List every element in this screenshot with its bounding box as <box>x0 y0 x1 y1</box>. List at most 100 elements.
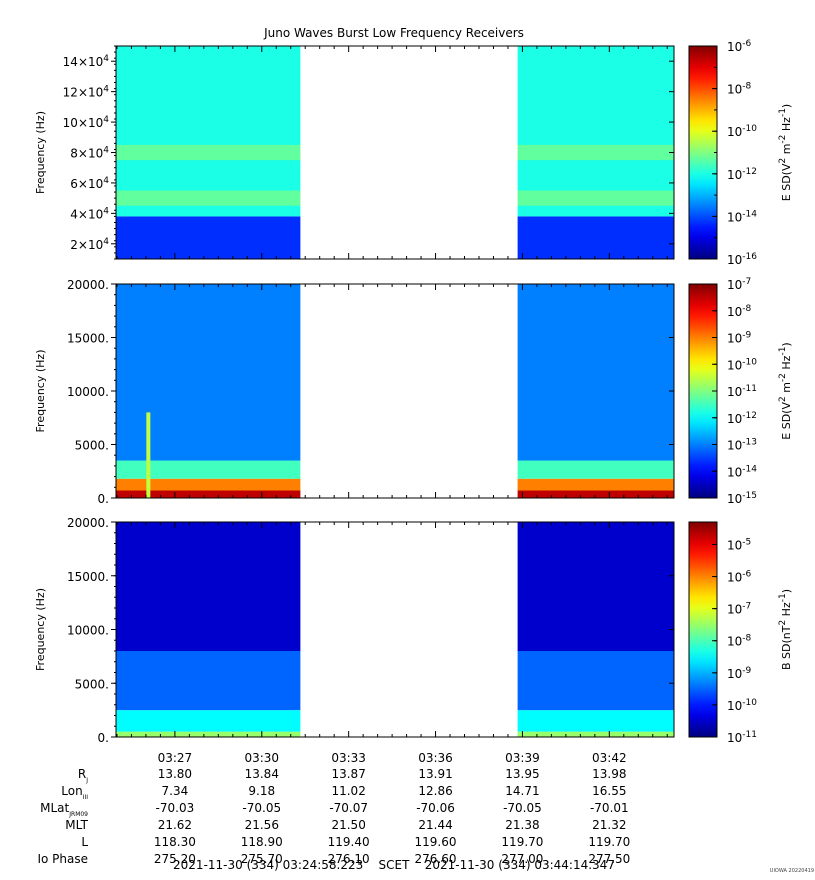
y-tick-label: 12×104 <box>63 85 110 100</box>
y-tick-label: 10000. <box>67 624 109 638</box>
colorbar-tick-label: 10-15 <box>727 491 757 506</box>
y-tick-label: 15000. <box>67 570 109 584</box>
ephemeris-value: 119.70 <box>501 835 543 849</box>
colorbar-tick-label: 10-10 <box>727 124 757 139</box>
colorbar-tick-label: 10-14 <box>727 209 757 224</box>
colorbar-3 <box>688 521 718 738</box>
ephemeris-value: 277.50 <box>588 852 630 866</box>
colorbar-tick-label: 10-6 <box>727 39 752 54</box>
x-tick-label: 03:27 <box>158 751 193 765</box>
ephemeris-value: -70.03 <box>156 801 195 815</box>
data-gap-1 <box>300 46 518 259</box>
ephemeris-value: 13.87 <box>331 767 365 781</box>
y-tick-label: 0. <box>98 731 109 745</box>
colorbar-tick-label: 10-10 <box>727 357 757 372</box>
ephemeris-row-label: RJ <box>78 767 88 784</box>
colorbar-tick-label: 10-12 <box>727 167 757 182</box>
ephemeris-value: 21.38 <box>505 818 539 832</box>
colorbar-tick-label: 10-11 <box>727 730 757 745</box>
y-tick-label: 5000. <box>75 439 109 453</box>
colorbar-label: E SD(V2 m-2 Hz-1) <box>778 342 793 439</box>
colorbar-tick-label: 10-11 <box>727 384 757 399</box>
y-axis-label: Frequency (Hz) <box>34 588 47 671</box>
y-tick-label: 10×104 <box>63 115 110 130</box>
ephemeris-value: 13.95 <box>505 767 539 781</box>
colorbar-tick-label: 10-16 <box>727 252 757 267</box>
ephemeris-value: 12.86 <box>418 784 452 798</box>
ephemeris-value: 16.55 <box>592 784 626 798</box>
ephemeris-value: 13.91 <box>418 767 452 781</box>
figure-title: Juno Waves Burst Low Frequency Receivers <box>263 26 524 40</box>
spectrogram-panel-2: 0. 5000. 10000. 15000. 20000. Frequency (Hz) 1… <box>34 277 793 506</box>
spectrogram-image-2 <box>116 284 674 498</box>
x-axis-tick-labels: 03:27 03:30 03:33 03:36 03:39 03:42 <box>158 751 627 765</box>
y-tick-label: 20000. <box>67 516 109 530</box>
colorbar-1 <box>688 45 718 260</box>
y-tick-label: 20000. <box>67 278 109 292</box>
ephemeris-value: -70.05 <box>242 801 281 815</box>
ephemeris-value: 13.80 <box>158 767 192 781</box>
data-gap-3 <box>300 522 518 737</box>
ephemeris-value: 9.18 <box>248 784 275 798</box>
y-tick-label: 8×104 <box>70 146 109 161</box>
data-gap-2 <box>300 284 518 498</box>
colorbar-tick-label: 10-12 <box>727 411 757 426</box>
time-range-footer: 2021-11-30 (334) 03:24:58.223 SCET 2021-… <box>173 858 615 872</box>
ephemeris-value: 275.70 <box>241 852 283 866</box>
ephemeris-value: 276.60 <box>415 852 457 866</box>
ephemeris-table: RJ 13.80 13.84 13.87 13.91 13.95 13.98 LonIII 7.… <box>37 767 630 866</box>
colorbar-tick-label: 10-13 <box>727 438 757 453</box>
ephemeris-value: -70.07 <box>329 801 368 815</box>
y-tick-label: 14×104 <box>63 54 110 69</box>
x-tick-label: 03:36 <box>418 751 453 765</box>
colorbar-tick-label: 10-9 <box>727 331 752 346</box>
spectrogram-panel-3: 0. 5000. 10000. 15000. 20000. Frequency (Hz) 1… <box>34 516 793 745</box>
colorbar-tick-label: 10-8 <box>727 634 752 649</box>
ephemeris-value: 21.50 <box>331 818 365 832</box>
ephemeris-value: 276.10 <box>328 852 370 866</box>
ephemeris-value: 119.40 <box>328 835 370 849</box>
x-tick-label: 03:39 <box>505 751 540 765</box>
colorbar-tick-label: 10-7 <box>727 602 751 617</box>
ephemeris-row-label: MLT <box>65 818 88 832</box>
colorbar-tick-label: 10-10 <box>727 698 757 713</box>
y-tick-label: 10000. <box>67 385 109 399</box>
spectrogram-panel-1: 2×104 4×104 6×104 8×104 10×104 12×104 14×104 Fr… <box>34 39 793 267</box>
ephemeris-value: 7.34 <box>162 784 189 798</box>
colorbar-tick-label: 10-14 <box>727 464 757 479</box>
ephemeris-value: 21.32 <box>592 818 626 832</box>
ephemeris-value: -70.05 <box>503 801 542 815</box>
ephemeris-value: 119.70 <box>588 835 630 849</box>
colorbar-tick-label: 10-7 <box>727 277 751 292</box>
ephemeris-value: 275.20 <box>154 852 196 866</box>
ephemeris-value: 21.44 <box>418 818 452 832</box>
panels: 2×104 4×104 6×104 8×104 10×104 12×104 14×104 Fr… <box>34 39 793 745</box>
ephemeris-row-label: L <box>81 835 88 849</box>
colorbar-tick-label: 10-6 <box>727 570 752 585</box>
ephemeris-row-label: MLatJRM09 <box>40 801 88 818</box>
colorbar-label: E SD(V2 m-2 Hz-1) <box>778 104 793 201</box>
x-tick-label: 03:33 <box>331 751 366 765</box>
y-tick-label: 2×104 <box>70 237 109 252</box>
ephemeris-row-label: Io Phase <box>37 852 88 866</box>
y-tick-label: 5000. <box>75 677 109 691</box>
y-tick-label: 6×104 <box>70 176 109 191</box>
y-tick-label: 4×104 <box>70 206 109 221</box>
y-axis-label: Frequency (Hz) <box>34 350 47 433</box>
x-tick-label: 03:30 <box>244 751 279 765</box>
ephemeris-value: 119.60 <box>415 835 457 849</box>
ephemeris-value: 21.62 <box>158 818 192 832</box>
ephemeris-value: 118.30 <box>154 835 196 849</box>
ephemeris-value: 13.98 <box>592 767 626 781</box>
ephemeris-value: 14.71 <box>505 784 539 798</box>
credit-label: UIOWA 20220419 <box>770 868 814 874</box>
ephemeris-value: 11.02 <box>331 784 365 798</box>
spectrogram-image-1 <box>116 46 674 259</box>
y-tick-label: 0. <box>98 492 109 506</box>
ephemeris-value: -70.01 <box>590 801 629 815</box>
colorbar-tick-label: 10-8 <box>727 82 752 97</box>
y-axis-label: Frequency (Hz) <box>34 111 47 194</box>
ephemeris-value: 21.56 <box>245 818 279 832</box>
colorbar-label: B SD(nT2 Hz-1) <box>778 589 793 670</box>
